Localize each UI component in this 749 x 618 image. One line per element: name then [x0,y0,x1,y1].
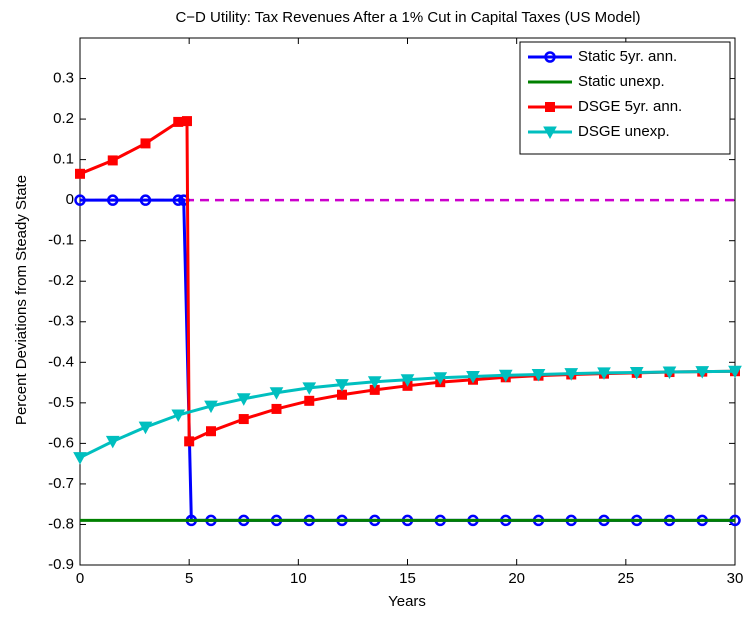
marker [543,126,557,140]
marker [139,194,152,206]
marker [74,194,86,206]
marker [544,51,556,63]
marker [184,436,195,447]
marker [171,409,186,423]
x-axis-label: Years [388,593,426,610]
marker [172,194,184,206]
x-tick-label: 30 [727,570,744,587]
marker [695,366,710,379]
marker [269,387,284,400]
legend-label: Static 5yr. ann. [578,48,677,65]
marker [400,374,415,387]
marker [271,403,282,414]
marker [173,116,184,127]
marker [204,400,218,414]
marker [367,376,382,389]
marker [335,379,349,392]
marker [531,368,546,382]
y-tick-label: 0.2 [53,110,74,127]
marker [433,372,448,385]
x-tick-label: 10 [290,570,307,587]
marker [75,168,85,179]
y-tick-label: -0.1 [48,232,74,249]
marker [728,365,742,379]
x-tick-label: 20 [508,570,525,587]
legend-box [519,41,731,155]
marker [662,366,677,380]
marker [498,369,513,383]
y-tick-label: 0.3 [53,70,74,87]
marker [466,370,480,384]
x-tick-label: 5 [185,570,193,587]
y-tick-label: -0.2 [48,272,74,289]
x-tick-label: 25 [617,570,634,587]
marker [238,414,249,425]
marker [107,155,118,166]
y-tick-label: -0.3 [48,313,74,330]
y-tick-label: -0.4 [48,353,74,370]
marker [73,452,87,465]
marker [236,393,251,406]
marker [304,395,315,406]
legend-label: DSGE 5yr. ann. [578,98,682,115]
x-tick-label: 0 [76,570,84,587]
marker [140,138,151,149]
y-tick-label: -0.7 [48,475,74,492]
legend-label: Static unexp. [578,73,665,90]
marker [629,366,644,380]
y-tick-label: 0 [66,191,74,208]
marker [597,367,611,380]
legend-label: DSGE unexp. [578,123,670,140]
marker [105,435,120,449]
marker [564,368,579,381]
y-axis-label: Percent Deviations from Steady State [13,175,30,425]
marker [302,382,317,395]
y-tick-label: -0.8 [48,515,74,532]
chart-title: C−D Utility: Tax Revenues After a 1% Cut… [175,9,640,26]
y-tick-label: -0.6 [48,434,74,451]
y-tick-label: 0.1 [53,151,74,168]
y-tick-label: -0.9 [48,556,74,573]
marker [206,426,216,437]
marker [181,116,192,127]
marker [545,102,555,112]
marker [138,421,153,435]
x-tick-label: 15 [399,570,416,587]
y-tick-label: -0.5 [48,394,74,411]
marker [107,194,119,206]
